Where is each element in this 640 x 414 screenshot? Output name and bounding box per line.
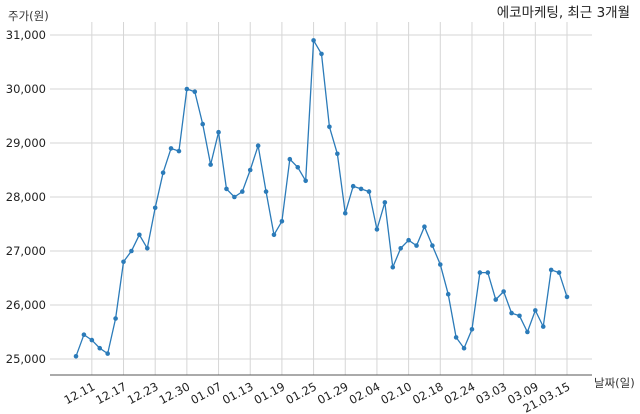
y-tick-label: 25,000	[6, 352, 46, 366]
y-axis-tick-labels: 25,000 26,000 27,000 28,000 29,000 30,000 31,0…	[6, 28, 46, 366]
data-point	[382, 200, 388, 205]
data-point	[533, 308, 538, 313]
data-point	[224, 186, 229, 192]
data-point	[430, 243, 435, 248]
x-tick-label: 02.10	[378, 379, 414, 407]
data-point	[81, 332, 87, 338]
x-tick-label: 12.30	[157, 379, 193, 407]
data-point	[279, 219, 285, 224]
data-point	[152, 205, 158, 211]
data-point	[311, 38, 316, 43]
data-point	[184, 86, 190, 92]
data-point	[509, 310, 514, 316]
data-point	[366, 189, 372, 194]
data-point	[414, 243, 419, 248]
x-tick-label: 12.23	[125, 379, 161, 407]
data-point	[469, 327, 475, 332]
x-tick-label: 12.11	[62, 379, 98, 407]
data-point	[137, 232, 142, 238]
data-point	[525, 329, 530, 335]
data-point	[121, 259, 126, 265]
data-point	[73, 354, 79, 359]
x-tick-label: 02.24	[442, 379, 478, 407]
data-point	[398, 246, 403, 251]
data-point	[453, 335, 459, 340]
vertical-gridlines	[91, 22, 568, 375]
y-tick-label: 27,000	[6, 244, 46, 258]
data-point	[97, 345, 103, 351]
data-point	[232, 194, 237, 200]
data-point	[295, 165, 301, 170]
y-tick-label: 30,000	[6, 82, 46, 96]
x-axis-tick-labels: 12.1112.1712.2312.3001.0701.1301.1901.25…	[62, 379, 573, 414]
data-point	[263, 189, 269, 194]
data-point	[287, 156, 293, 162]
data-point	[350, 183, 356, 189]
data-point	[406, 237, 411, 243]
y-axis-label: 주가(원)	[8, 9, 49, 23]
data-point	[548, 267, 554, 273]
y-tick-label: 29,000	[6, 136, 46, 150]
data-point	[208, 162, 213, 167]
data-point	[358, 186, 364, 192]
data-point	[247, 167, 253, 173]
data-point	[255, 143, 261, 148]
price-series-points	[73, 38, 570, 359]
data-point	[540, 324, 546, 329]
data-point	[303, 178, 308, 184]
data-point	[216, 129, 221, 135]
price-series-line	[75, 38, 568, 357]
data-point	[192, 89, 198, 94]
data-point	[477, 270, 483, 275]
data-point	[461, 345, 467, 351]
data-point	[564, 294, 570, 300]
x-tick-label: 02.18	[410, 379, 446, 407]
data-point	[271, 232, 277, 238]
horizontal-gridlines	[50, 34, 592, 360]
data-point	[493, 297, 499, 302]
data-point	[422, 224, 427, 229]
x-axis-label: 날짜(일)	[594, 376, 635, 390]
data-point	[113, 316, 118, 321]
data-point	[89, 337, 95, 343]
data-point	[200, 121, 206, 127]
x-tick-label: 01.19	[252, 379, 288, 407]
data-point	[437, 262, 443, 267]
data-point	[335, 151, 340, 157]
x-tick-label: 01.29	[315, 379, 351, 407]
data-point	[485, 270, 491, 275]
x-tick-label: 12.17	[93, 379, 129, 407]
x-tick-label: 03.03	[473, 379, 509, 407]
x-tick-label: 01.07	[188, 379, 224, 407]
data-point	[168, 146, 174, 151]
data-point	[556, 270, 562, 275]
y-tick-label: 31,000	[6, 28, 46, 42]
data-point	[160, 170, 166, 175]
data-point	[176, 148, 182, 154]
y-tick-label: 26,000	[6, 298, 46, 312]
data-point	[517, 313, 522, 319]
data-point	[374, 227, 380, 232]
data-point	[501, 289, 506, 294]
data-point	[327, 124, 332, 130]
y-tick-label: 28,000	[6, 190, 46, 204]
data-point	[319, 51, 324, 57]
data-point	[240, 189, 245, 194]
data-point	[144, 246, 150, 251]
data-point	[445, 291, 451, 297]
x-tick-label: 02.04	[347, 379, 383, 407]
x-tick-label: 01.25	[283, 379, 319, 407]
data-point	[105, 351, 110, 356]
chart-title: 에코마케팅, 최근 3개월	[497, 5, 630, 21]
data-point	[129, 248, 134, 254]
x-tick-label: 01.13	[220, 379, 256, 407]
data-point	[390, 264, 396, 270]
data-point	[342, 210, 348, 216]
